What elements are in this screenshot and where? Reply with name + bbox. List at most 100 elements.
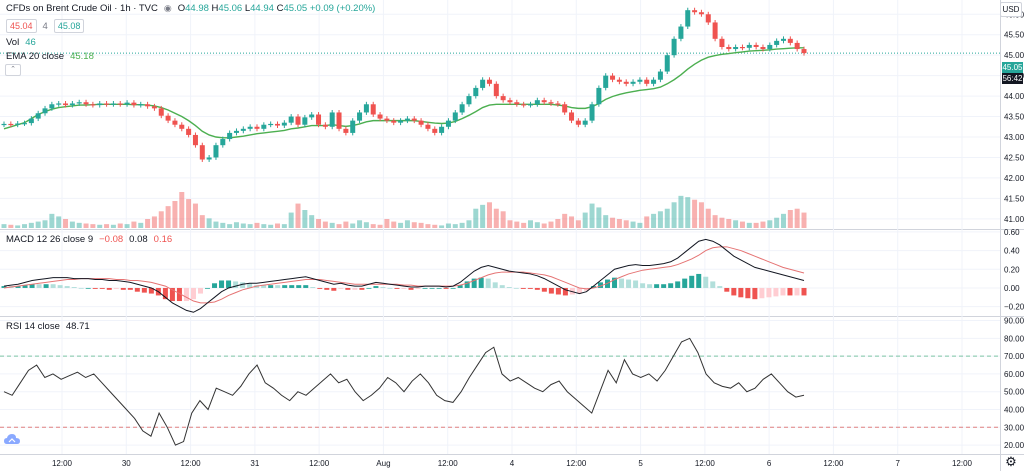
macd-histogram-bar: [352, 287, 358, 290]
sell-button[interactable]: 45.04: [6, 19, 37, 33]
candle-body: [309, 114, 315, 118]
candle-body: [90, 104, 96, 106]
tradingview-cloud-icon[interactable]: [4, 432, 20, 444]
candle-body: [548, 102, 554, 104]
macd-histogram-bar: [127, 287, 133, 290]
macd-histogram-bar: [1, 286, 7, 288]
volume-bar: [712, 215, 718, 228]
candle: [678, 24, 684, 42]
macd-histogram-bar: [710, 281, 716, 288]
macd-histogram-bar: [113, 287, 119, 289]
candle: [22, 120, 28, 126]
macd-histogram-bar: [282, 285, 288, 288]
ema-legend[interactable]: EMA 20 close 45.18: [6, 51, 94, 62]
volume-bar: [527, 220, 533, 228]
macd-histogram-bar: [506, 287, 512, 288]
candle: [651, 77, 657, 87]
candle-body: [671, 38, 677, 56]
candle: [644, 77, 650, 87]
candle: [145, 101, 151, 109]
rsi-legend[interactable]: RSI 14 close 48.71: [6, 321, 90, 332]
candle: [151, 103, 157, 111]
macd-histogram-bar: [85, 287, 91, 289]
macd-histogram-bar: [275, 285, 281, 288]
buy-button[interactable]: 45.08: [53, 19, 85, 33]
candle: [336, 110, 342, 132]
macd-histogram-bar: [64, 286, 70, 288]
volume-bar: [692, 199, 698, 228]
volume-bar: [801, 212, 807, 228]
volume-bar: [746, 222, 752, 228]
macd-histogram-bar: [422, 287, 428, 289]
candle-body: [398, 120, 404, 123]
candle-body: [110, 103, 116, 105]
candle-body: [500, 96, 506, 101]
candle: [439, 124, 445, 136]
candle: [8, 121, 14, 128]
eye-icon[interactable]: ◉: [163, 3, 172, 13]
candle-body: [794, 42, 800, 50]
candle-body: [432, 128, 438, 133]
candle-body: [343, 128, 349, 133]
macd-histogram-bar: [183, 287, 189, 302]
volume-bar: [733, 220, 739, 228]
candle: [49, 101, 55, 111]
candle-body: [780, 38, 786, 41]
volume-bar: [459, 222, 465, 228]
candle-body: [179, 124, 185, 129]
macd-histogram-bar: [169, 287, 175, 302]
price-tick-label: 45.50: [1004, 31, 1024, 40]
last-price-tag: 45.05: [1002, 62, 1023, 73]
candle-body: [131, 102, 137, 106]
macd-histogram-bar: [752, 287, 758, 300]
candle-body: [596, 87, 602, 105]
candle: [370, 101, 376, 117]
candle-body: [774, 40, 780, 45]
macd-histogram-bar: [675, 281, 681, 288]
volume-bar: [411, 222, 417, 228]
candle-body: [801, 49, 807, 54]
currency-button[interactable]: USD: [1000, 2, 1022, 17]
macd-histogram-bar: [240, 282, 246, 288]
candle: [213, 142, 219, 160]
vol-legend[interactable]: Vol 46: [6, 37, 36, 48]
candle-body: [712, 22, 718, 39]
price-tick-label: 41.00: [1004, 215, 1024, 224]
rsi-tick-label: 20.00: [1004, 441, 1024, 450]
collapse-legend-button[interactable]: ⌃: [5, 64, 21, 76]
candle: [69, 101, 75, 108]
macd-histogram-bar: [633, 280, 639, 288]
volume-bar: [145, 219, 151, 228]
ema-label: EMA 20 close: [6, 51, 65, 62]
volume-bar: [391, 221, 397, 228]
volume-bar: [63, 219, 69, 228]
candle-body: [705, 14, 711, 23]
volume-bar: [664, 208, 670, 228]
price-tick-label: 42.00: [1004, 174, 1024, 183]
volume-bar: [165, 206, 171, 228]
candle: [548, 99, 554, 106]
macd-legend[interactable]: MACD 12 26 close 9 −0.08 0.08 0.16: [6, 234, 172, 245]
candle: [418, 118, 424, 128]
candle-body: [138, 104, 144, 106]
candle-body: [637, 79, 643, 82]
volume-bar: [227, 224, 233, 228]
macd-histogram-bar: [317, 287, 323, 289]
vol-value: 46: [25, 37, 36, 48]
macd-value-signal: 0.16: [153, 234, 173, 245]
candle-body: [336, 112, 342, 129]
time-tick-label: 12:00: [823, 459, 844, 468]
time-tick-label: 12:00: [438, 459, 459, 468]
candle: [739, 44, 745, 51]
candle: [521, 101, 527, 108]
candle-body: [124, 102, 130, 105]
candle: [774, 38, 780, 48]
settings-gear-icon[interactable]: ⚙: [1005, 454, 1017, 469]
volume-bar: [295, 203, 301, 228]
volume-bar: [186, 199, 192, 228]
rsi-tick-label: 90.00: [1004, 317, 1024, 326]
candle-body: [698, 12, 704, 15]
macd-histogram-bar: [654, 284, 660, 288]
candle: [268, 121, 274, 128]
